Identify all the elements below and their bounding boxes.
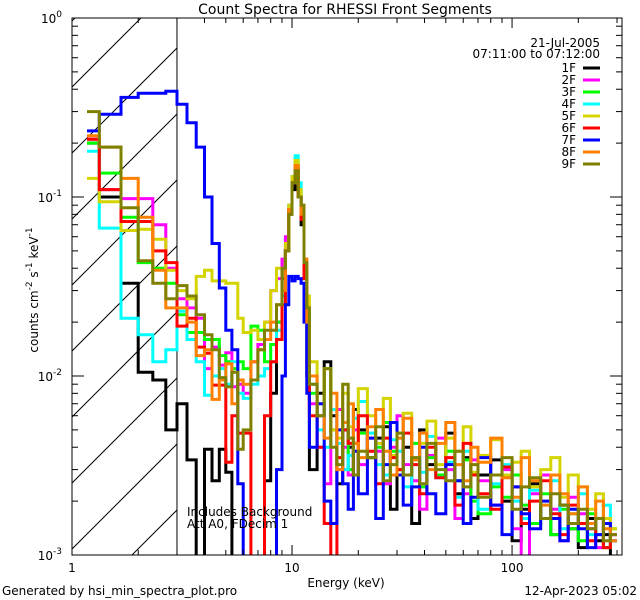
hatch-line bbox=[72, 377, 177, 484]
legend-label-4F: 4F bbox=[561, 97, 576, 111]
x-tick-label: 1 bbox=[68, 561, 76, 575]
ylabel-unit: s bbox=[27, 271, 41, 281]
y-tick-label: 10-1 bbox=[38, 189, 62, 205]
y-tick-exponent: -3 bbox=[53, 547, 62, 557]
legend-label-3F: 3F bbox=[561, 85, 576, 99]
y-tick-label: 100 bbox=[41, 10, 62, 26]
ylabel-unit: keV bbox=[27, 236, 41, 263]
annotation-attenuator: Att A0, FDecim 1 bbox=[187, 517, 288, 531]
hatch-line bbox=[72, 443, 177, 550]
y-axis-label: counts cm-2 s-1 keV-1 bbox=[25, 227, 41, 352]
hatch-line bbox=[72, 18, 76, 22]
series-5F bbox=[87, 159, 617, 531]
y-tick-label: 10-3 bbox=[38, 547, 62, 563]
x-axis-label: Energy (keV) bbox=[307, 576, 384, 590]
legend-label-5F: 5F bbox=[561, 109, 576, 123]
legend-label-9F: 9F bbox=[561, 157, 576, 171]
generated-by-label: Generated by hsi_min_spectra_plot.pro bbox=[2, 584, 237, 598]
plot-timestamp: 12-Apr-2023 05:02 bbox=[524, 584, 637, 598]
ylabel-exponent: -1 bbox=[25, 227, 35, 236]
legend-label-1F: 1F bbox=[561, 61, 576, 75]
date-label: 21-Jul-2005 bbox=[530, 36, 600, 50]
chart-title: Count Spectra for RHESSI Front Segments bbox=[198, 2, 492, 18]
hatch-line bbox=[72, 18, 142, 88]
ylabel-part: counts bbox=[27, 309, 41, 353]
hatch-line bbox=[72, 245, 177, 352]
legend-label-6F: 6F bbox=[561, 121, 576, 135]
series-layer bbox=[87, 89, 617, 555]
y-tick-exponent: -1 bbox=[53, 189, 62, 199]
ylabel-exponent: -1 bbox=[25, 262, 35, 271]
y-tick-base: 10 bbox=[38, 549, 53, 563]
y-tick-base: 10 bbox=[38, 191, 53, 205]
hatched-region bbox=[72, 0, 640, 555]
legend-label-2F: 2F bbox=[561, 73, 576, 87]
hatch-line bbox=[72, 47, 177, 154]
series-9F bbox=[87, 110, 617, 543]
y-tick-label: 10-2 bbox=[38, 368, 62, 384]
annotation-background: Includes Background bbox=[187, 505, 312, 519]
hatch-line bbox=[72, 179, 177, 286]
y-tick-exponent: -2 bbox=[53, 368, 62, 378]
x-tick-label: 10 bbox=[284, 561, 299, 575]
legend-label-8F: 8F bbox=[561, 145, 576, 159]
hatch-line bbox=[264, 0, 640, 555]
series-8F bbox=[87, 134, 617, 543]
plot-frame bbox=[71, 17, 623, 556]
y-tick-base: 10 bbox=[41, 12, 56, 26]
ylabel-unit: cm bbox=[27, 290, 41, 308]
y-tick-exponent: 0 bbox=[56, 10, 62, 20]
x-tick-label: 100 bbox=[501, 561, 524, 575]
legend-label-7F: 7F bbox=[561, 133, 576, 147]
y-tick-base: 10 bbox=[38, 370, 53, 384]
axis-ticks bbox=[71, 17, 622, 556]
ylabel-exponent: -2 bbox=[25, 281, 35, 290]
time-range-label: 07:11:00 to 07:12:00 bbox=[473, 47, 600, 61]
